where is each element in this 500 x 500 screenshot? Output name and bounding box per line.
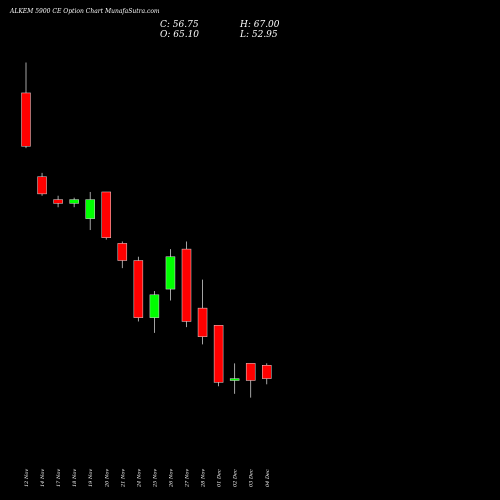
x-tick-label: 20 Nov xyxy=(104,469,110,488)
candle-body xyxy=(245,363,256,381)
candle-body xyxy=(85,199,95,219)
candle-body xyxy=(197,307,208,337)
candle-body xyxy=(149,294,160,318)
chart-title: ALKEM 5900 CE Option Chart MunafaSutra.c… xyxy=(10,8,160,15)
x-tick-label: 17 Nov xyxy=(56,469,62,487)
candle-body xyxy=(229,378,240,381)
x-tick-label: 02 Dec xyxy=(233,469,239,487)
x-tick-label: 24 Nov xyxy=(136,469,142,488)
x-tick-label: 27 Nov xyxy=(185,469,191,488)
candle-body xyxy=(213,325,224,383)
candle-body xyxy=(69,199,79,204)
x-tick-label: 04 Dec xyxy=(265,469,271,487)
x-tick-label: 19 Nov xyxy=(88,469,94,487)
candle-body xyxy=(21,92,31,147)
x-tick-label: 21 Nov xyxy=(120,469,126,488)
x-tick-label: 12 Nov xyxy=(24,469,30,487)
candle-body xyxy=(53,199,63,204)
candle-body xyxy=(117,243,128,261)
x-tick-label: 25 Nov xyxy=(152,469,158,488)
high-value: H: 67.00 xyxy=(240,20,280,30)
x-tick-label: 18 Nov xyxy=(72,469,78,487)
candle-body xyxy=(181,248,192,322)
x-tick-label: 28 Nov xyxy=(201,469,207,488)
candle-body xyxy=(165,256,176,290)
x-tick-label: 03 Dec xyxy=(249,469,255,487)
open-value: O: 65.10 xyxy=(160,30,200,40)
x-tick-label: 14 Nov xyxy=(40,469,46,487)
candle-body xyxy=(37,176,47,195)
candle-body xyxy=(133,260,144,318)
close-value: C: 56.75 xyxy=(160,20,199,30)
x-tick-label: 01 Dec xyxy=(217,469,223,487)
low-value: L: 52.95 xyxy=(240,30,278,40)
candle-body xyxy=(101,191,111,238)
candle-body xyxy=(262,365,272,379)
x-tick-label: 26 Nov xyxy=(168,469,174,488)
